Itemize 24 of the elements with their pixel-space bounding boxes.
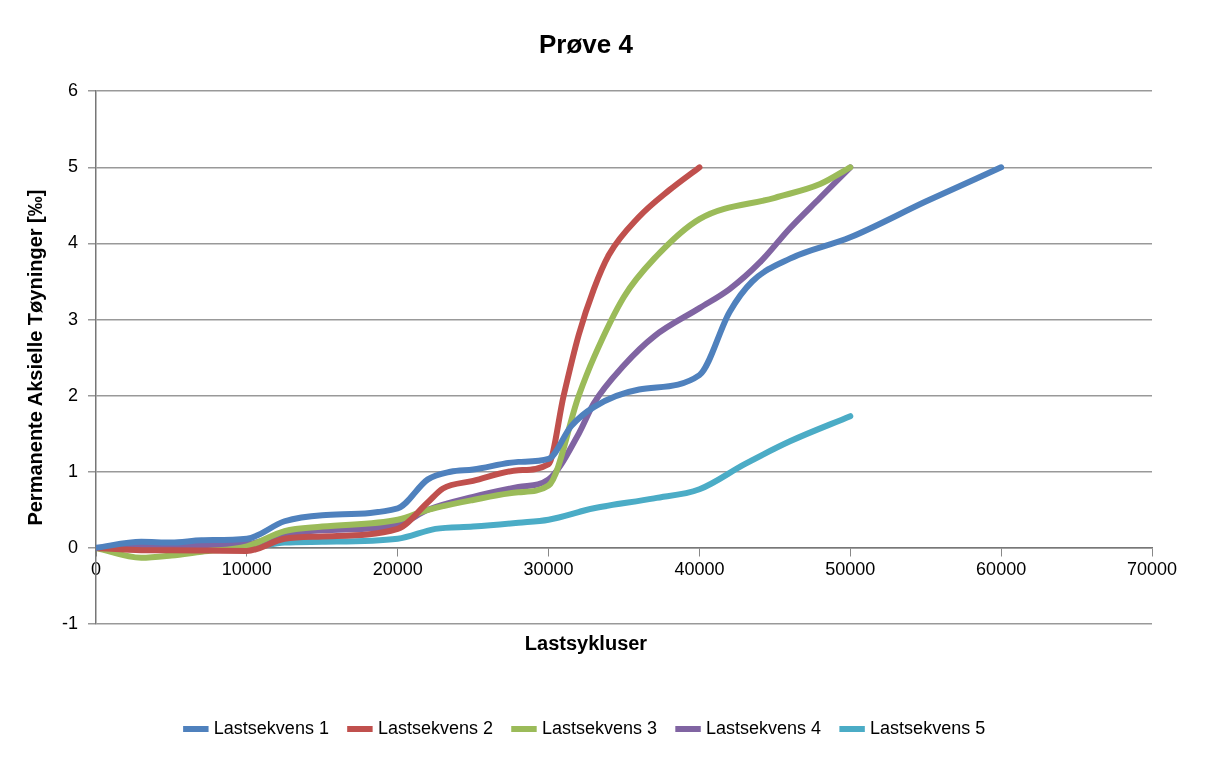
y-tick-label: 5 [67, 156, 78, 177]
x-tick-label: 40000 [674, 558, 725, 579]
y-tick-label: 3 [67, 308, 78, 329]
y-tick-label: -1 [61, 612, 78, 633]
x-tick-label: 30000 [523, 558, 574, 579]
x-tick-label: 50000 [825, 558, 876, 579]
legend-label: Lastsekvens 5 [870, 717, 986, 738]
legend-label: Lastsekvens 4 [706, 717, 822, 738]
legend-label: Lastsekvens 1 [213, 717, 329, 738]
y-tick-label: 2 [67, 384, 78, 405]
x-tick-label: 10000 [221, 558, 272, 579]
legend-label: Lastsekvens 2 [377, 717, 493, 738]
legend-label: Lastsekvens 3 [541, 717, 658, 738]
x-tick-label: 70000 [1126, 558, 1178, 579]
chart-title: Prøve 4 [539, 28, 634, 59]
x-tick-label: 60000 [976, 558, 1027, 579]
x-tick-label: 20000 [372, 558, 423, 579]
x-axis-title: Lastsykluser [524, 631, 648, 654]
y-axis-title: Permanente Aksielle Tøyninger [‰] [23, 189, 46, 526]
y-tick-label: 6 [67, 80, 78, 101]
x-tick-label: 0 [91, 558, 102, 579]
y-tick-label: 4 [67, 232, 78, 253]
y-tick-label: 0 [67, 536, 78, 557]
y-tick-label: 1 [67, 460, 78, 481]
